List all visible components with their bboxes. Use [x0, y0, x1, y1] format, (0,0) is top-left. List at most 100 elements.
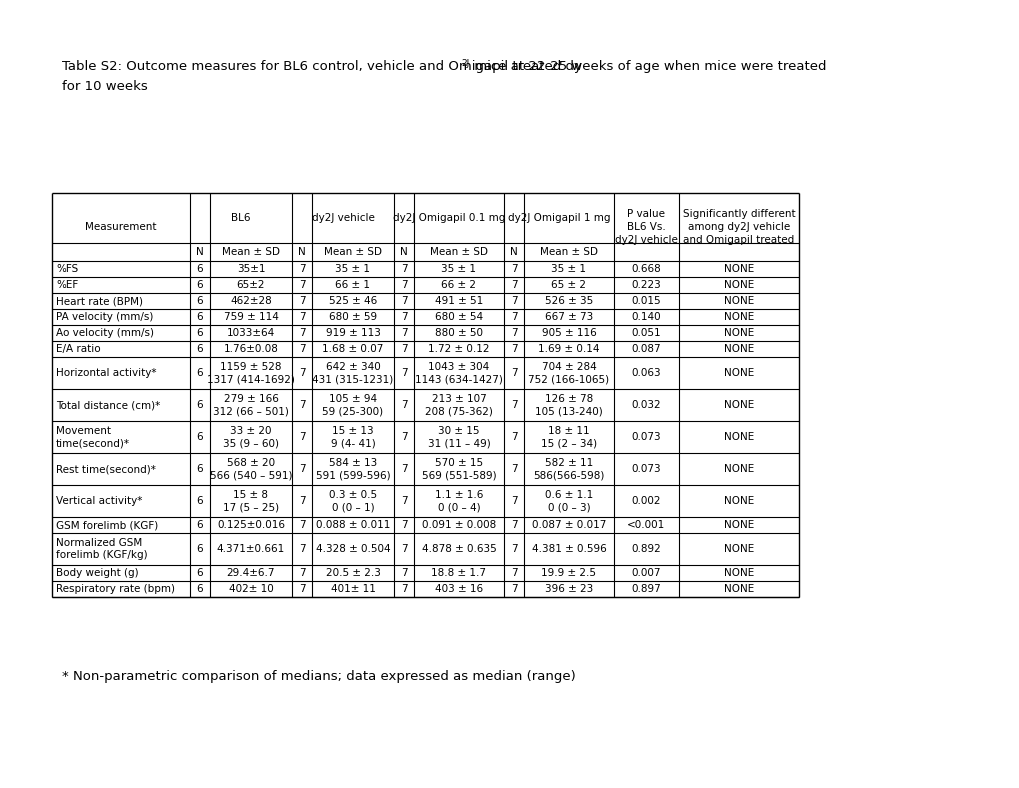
Text: 35 ± 1: 35 ± 1 [551, 264, 586, 274]
Text: 7: 7 [511, 464, 517, 474]
Text: 15 ± 8
17 (5 – 25): 15 ± 8 17 (5 – 25) [223, 490, 279, 512]
Text: 7: 7 [400, 584, 407, 594]
Text: 1.76±0.08: 1.76±0.08 [223, 344, 278, 354]
Text: 6: 6 [197, 520, 203, 530]
Text: 7: 7 [400, 344, 407, 354]
Text: 6: 6 [197, 400, 203, 410]
Text: 7: 7 [299, 264, 305, 274]
Text: NONE: NONE [723, 400, 753, 410]
Text: 7: 7 [299, 312, 305, 322]
Text: NONE: NONE [723, 432, 753, 442]
Text: 0.015: 0.015 [631, 296, 660, 306]
Text: 0.897: 0.897 [631, 584, 660, 594]
Text: 905 ± 116: 905 ± 116 [541, 328, 596, 338]
Text: 6: 6 [197, 584, 203, 594]
Text: 0.091 ± 0.008: 0.091 ± 0.008 [422, 520, 495, 530]
Text: 667 ± 73: 667 ± 73 [544, 312, 592, 322]
Text: 1159 ± 528
1317 (414-1692): 1159 ± 528 1317 (414-1692) [207, 362, 294, 385]
Text: Measurement: Measurement [86, 222, 157, 232]
Text: 1.72 ± 0.12: 1.72 ± 0.12 [428, 344, 489, 354]
Text: NONE: NONE [723, 328, 753, 338]
Text: 0.3 ± 0.5
0 (0 – 1): 0.3 ± 0.5 0 (0 – 1) [328, 490, 377, 512]
Text: Table S2: Outcome measures for BL6 control, vehicle and Omigapil treated dy: Table S2: Outcome measures for BL6 contr… [62, 60, 581, 73]
Text: 66 ± 2: 66 ± 2 [441, 280, 476, 290]
Text: BL6: BL6 [231, 213, 251, 223]
Text: 1043 ± 304
1143 (634-1427): 1043 ± 304 1143 (634-1427) [415, 362, 502, 385]
Text: 35 ± 1: 35 ± 1 [335, 264, 370, 274]
Text: 642 ± 340
431 (315-1231): 642 ± 340 431 (315-1231) [312, 362, 393, 385]
Text: 6: 6 [197, 432, 203, 442]
Text: 7: 7 [299, 296, 305, 306]
Text: 7: 7 [400, 568, 407, 578]
Text: Ao velocity (mm/s): Ao velocity (mm/s) [56, 328, 154, 338]
Text: 401± 11: 401± 11 [330, 584, 375, 594]
Text: 7: 7 [400, 296, 407, 306]
Text: 1.1 ± 1.6
0 (0 – 4): 1.1 ± 1.6 0 (0 – 4) [434, 490, 483, 512]
Text: 7: 7 [400, 328, 407, 338]
Text: 403 ± 16: 403 ± 16 [434, 584, 483, 594]
Text: 7: 7 [511, 280, 517, 290]
Text: 66 ± 1: 66 ± 1 [335, 280, 370, 290]
Text: 65 ± 2: 65 ± 2 [551, 280, 586, 290]
Text: 7: 7 [400, 496, 407, 506]
Text: Vertical activity*: Vertical activity* [56, 496, 143, 506]
Text: PA velocity (mm/s): PA velocity (mm/s) [56, 312, 153, 322]
Text: Significantly different
among dy2J vehicle
and Omigapil treated: Significantly different among dy2J vehic… [682, 209, 795, 245]
Text: 582 ± 11
586(566-598): 582 ± 11 586(566-598) [533, 458, 604, 480]
Text: 7: 7 [511, 432, 517, 442]
Text: NONE: NONE [723, 296, 753, 306]
Text: 7: 7 [400, 544, 407, 554]
Text: N: N [298, 247, 306, 257]
Text: 4.371±0.661: 4.371±0.661 [217, 544, 285, 554]
Text: 7: 7 [511, 544, 517, 554]
Text: NONE: NONE [723, 584, 753, 594]
Text: 7: 7 [511, 568, 517, 578]
Text: GSM forelimb (KGF): GSM forelimb (KGF) [56, 520, 158, 530]
Text: Respiratory rate (bpm): Respiratory rate (bpm) [56, 584, 175, 594]
Text: 105 ± 94
59 (25-300): 105 ± 94 59 (25-300) [322, 394, 383, 416]
Text: 7: 7 [511, 328, 517, 338]
Text: 7: 7 [511, 584, 517, 594]
Text: 0.087: 0.087 [631, 344, 660, 354]
Text: 0.002: 0.002 [631, 496, 660, 506]
Text: Mean ± SD: Mean ± SD [324, 247, 382, 257]
Text: 2J: 2J [461, 59, 469, 68]
Text: 7: 7 [400, 520, 407, 530]
Text: 880 ± 50: 880 ± 50 [434, 328, 483, 338]
Text: 65±2: 65±2 [236, 280, 265, 290]
Text: <0.001: <0.001 [627, 520, 665, 530]
Text: NONE: NONE [723, 264, 753, 274]
Text: 759 ± 114: 759 ± 114 [223, 312, 278, 322]
Text: 919 ± 113: 919 ± 113 [325, 328, 380, 338]
Text: NONE: NONE [723, 280, 753, 290]
Text: 4.878 ± 0.635: 4.878 ± 0.635 [421, 544, 496, 554]
Text: dy2J Omigapil 0.1 mg: dy2J Omigapil 0.1 mg [392, 213, 504, 223]
Text: Mean ± SD: Mean ± SD [430, 247, 487, 257]
Text: 0.140: 0.140 [631, 312, 660, 322]
Text: 18.8 ± 1.7: 18.8 ± 1.7 [431, 568, 486, 578]
Text: 462±28: 462±28 [230, 296, 272, 306]
Text: 396 ± 23: 396 ± 23 [544, 584, 592, 594]
Text: 7: 7 [299, 400, 305, 410]
Text: 7: 7 [400, 264, 407, 274]
Text: 7: 7 [299, 544, 305, 554]
Text: 1.69 ± 0.14: 1.69 ± 0.14 [538, 344, 599, 354]
Text: 7: 7 [511, 520, 517, 530]
Text: N: N [196, 247, 204, 257]
Text: Normalized GSM
forelimb (KGF/kg): Normalized GSM forelimb (KGF/kg) [56, 537, 148, 560]
Text: 4.381 ± 0.596: 4.381 ± 0.596 [531, 544, 605, 554]
Text: 7: 7 [511, 400, 517, 410]
Text: 35±1: 35±1 [236, 264, 265, 274]
Text: N: N [399, 247, 408, 257]
Text: 0.892: 0.892 [631, 544, 660, 554]
Text: 7: 7 [299, 368, 305, 378]
Text: 0.668: 0.668 [631, 264, 660, 274]
Text: 6: 6 [197, 312, 203, 322]
Text: for 10 weeks: for 10 weeks [62, 80, 148, 93]
Text: 0.073: 0.073 [631, 464, 660, 474]
Text: 279 ± 166
312 (66 – 501): 279 ± 166 312 (66 – 501) [213, 394, 288, 416]
Text: 0.063: 0.063 [631, 368, 660, 378]
Text: 7: 7 [299, 280, 305, 290]
Text: 7: 7 [299, 520, 305, 530]
Text: dy2J Omigapil 1 mg: dy2J Omigapil 1 mg [507, 213, 609, 223]
